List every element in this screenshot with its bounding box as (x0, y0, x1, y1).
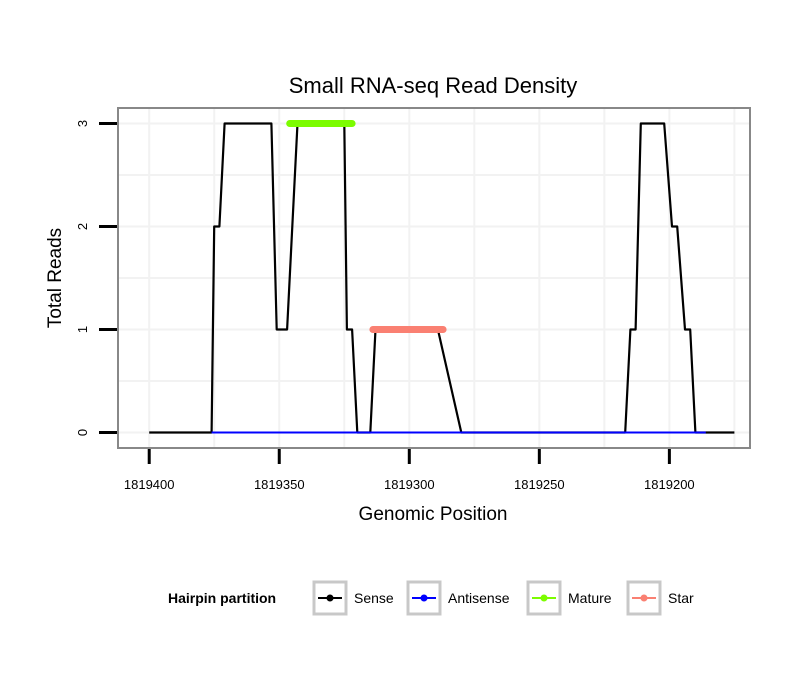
legend-key-dot (540, 594, 548, 602)
x-tick-label: 1819200 (644, 477, 695, 492)
x-tick-label: 1819350 (254, 477, 305, 492)
legend-key-dot (420, 594, 428, 602)
legend-item: Antisense (406, 580, 510, 616)
y-tick-label: 0 (75, 429, 90, 436)
y-tick-label: 2 (75, 223, 90, 230)
legend-item: Mature (526, 580, 612, 616)
legend-key-dot (326, 594, 334, 602)
legend-key-dot (640, 594, 648, 602)
legend: Hairpin partition Sense Antisense Mature St… (168, 580, 694, 616)
y-tick-label: 3 (75, 120, 90, 127)
x-tick-label: 1819250 (514, 477, 565, 492)
axes: 1819400 1819350 1819300 1819250 1819200 0 1 2 3 (75, 120, 695, 492)
legend-label: Antisense (448, 590, 510, 606)
legend-label: Sense (354, 590, 394, 606)
legend-label: Mature (568, 590, 612, 606)
x-axis-label: Genomic Position (359, 504, 508, 525)
legend-label: Star (668, 590, 694, 606)
y-tick-label: 1 (75, 326, 90, 333)
legend-title: Hairpin partition (168, 590, 276, 606)
legend-item: Sense (312, 580, 394, 616)
legend-item: Star (626, 580, 694, 616)
x-tick-label: 1819300 (384, 477, 435, 492)
x-tick-label: 1819400 (124, 477, 175, 492)
series-layer (149, 120, 735, 434)
y-axis-label: Total Reads (45, 228, 66, 328)
chart-title: Small RNA-seq Read Density (289, 73, 578, 98)
